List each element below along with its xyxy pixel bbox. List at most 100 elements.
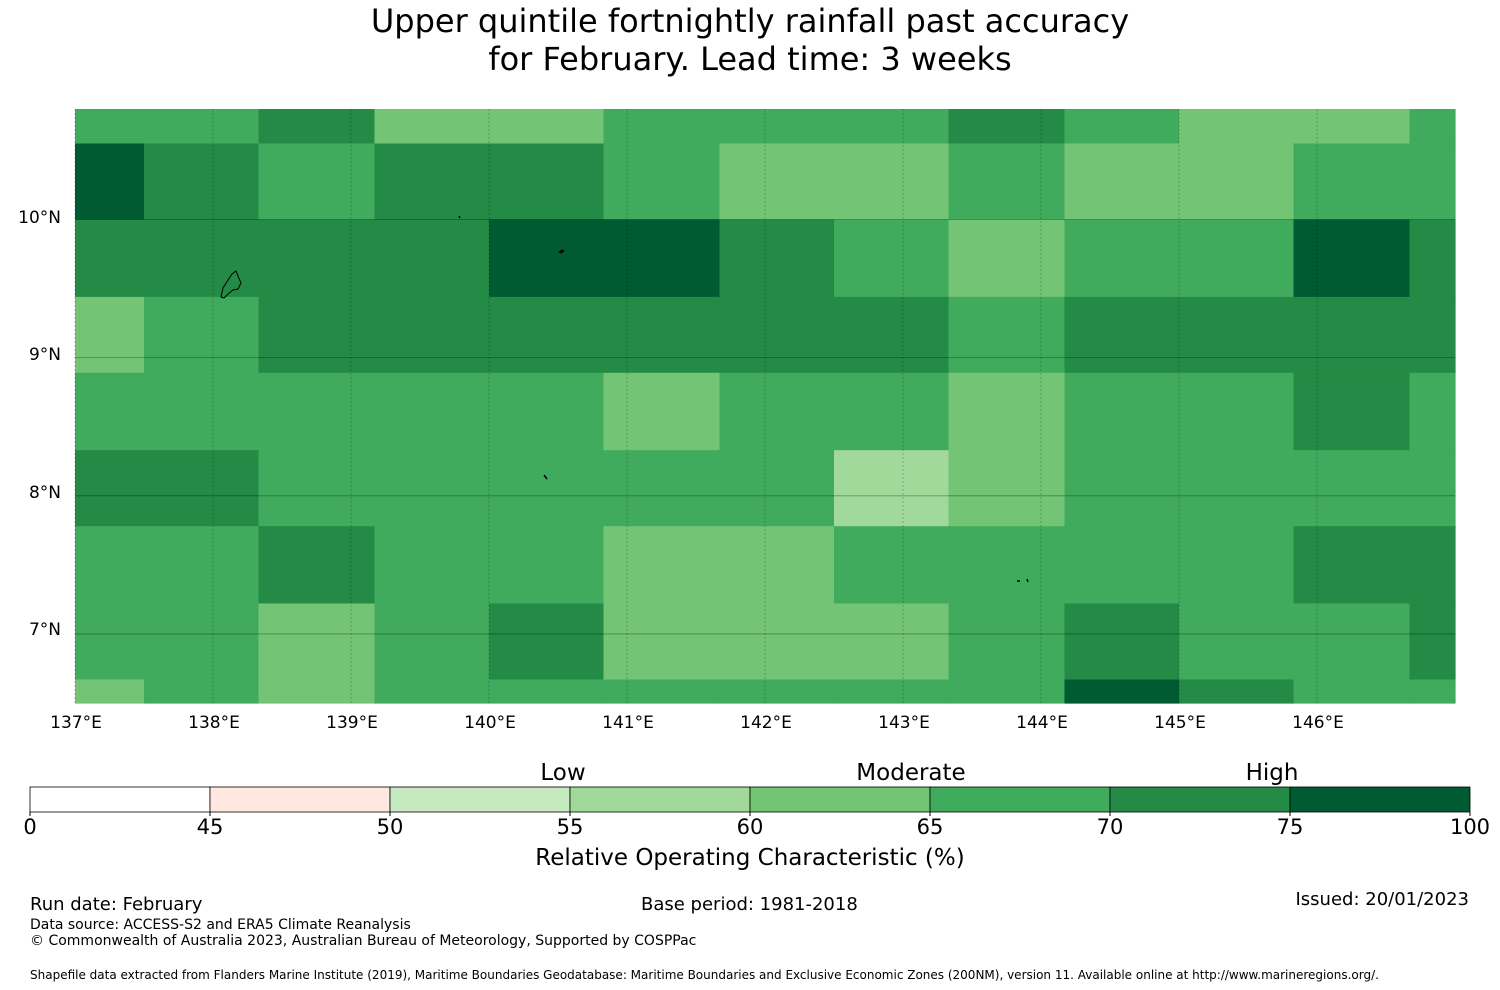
grid-cell [258,219,375,298]
grid-cell [374,526,490,605]
map-title: Upper quintile fortnightly rainfall past… [0,2,1500,78]
grid-cell [834,219,950,298]
cb-tick-50: 50 [376,815,404,839]
grid-cell [719,603,835,681]
base-period: Base period: 1981-2018 [641,894,858,915]
colorbar-swatch [209,786,391,813]
grid-cell [258,526,375,605]
grid-cell [834,143,950,221]
grid-cell [258,603,375,681]
lon-label-139: 139°E [326,713,378,733]
lon-label-146: 146°E [1292,713,1344,733]
grid-cell [834,450,950,527]
grid-cell [1064,603,1180,681]
grid-cell [719,219,835,298]
grid-cell [144,296,260,374]
grid-cell [144,109,260,145]
grid-cell [1179,219,1295,298]
grid-cell [374,219,490,298]
grid-cell [1293,526,1410,605]
grid-cell [1293,143,1410,221]
cb-tick-100: 100 [1449,815,1491,839]
colorbar-swatch [1109,786,1291,813]
grid-cell [1179,526,1295,605]
grid-cell [719,296,835,374]
grid-cell [719,679,835,704]
accuracy-grid [75,109,1456,704]
grid-cell [1409,679,1456,704]
grid-cell [719,526,835,605]
cb-tick-70: 70 [1096,815,1124,839]
lat-label-10: 10°N [18,208,61,228]
lat-label-8: 8°N [28,483,61,503]
grid-cell [489,219,605,298]
lat-label-9: 9°N [28,345,61,365]
lon-label-144: 144°E [1016,713,1068,733]
grid-cell [1409,372,1456,451]
grid-cell [144,219,260,298]
grid-cell [1179,372,1295,451]
lon-label-145: 145°E [1154,713,1206,733]
island-outline [458,215,461,219]
grid-cell [75,143,145,221]
grid-cell [75,109,145,145]
grid-cell [719,109,835,145]
grid-cell [1179,296,1295,374]
grid-cell [1293,219,1410,298]
colorbar [29,786,1471,816]
lon-label-138: 138°E [188,713,240,733]
grid-cell [1064,526,1180,605]
grid-cell [374,372,490,451]
grid-cell [1293,450,1410,527]
colorbar-swatch [1289,786,1471,813]
lon-label-137: 137°E [50,713,102,733]
grid-cell [374,679,490,704]
colorbar-swatch [389,786,571,813]
grid-cell [1179,109,1295,145]
grid-cell [719,143,835,221]
grid-cell [1064,296,1180,374]
grid-cell [258,679,375,704]
grid-cell [719,372,835,451]
grid-cell [258,296,375,374]
grid-cell [948,296,1065,374]
grid-cell [948,526,1065,605]
grid-cell [1293,372,1410,451]
grid-cell [144,372,260,451]
grid-cell [719,450,835,527]
grid-cell [948,603,1065,681]
grid-cell [75,296,145,374]
grid-cell [1064,143,1180,221]
grid-cell [1409,219,1456,298]
grid-cell [374,109,490,145]
category-low: Low [540,760,586,786]
grid-cell [948,219,1065,298]
grid-cell [1293,679,1410,704]
grid-cell [1409,526,1456,605]
grid-cell [258,109,375,145]
grid-cell [1409,450,1456,527]
grid-cell [489,372,605,451]
colorbar-swatch [29,786,211,813]
cb-tick-45: 45 [196,815,224,839]
grid-cell [1293,109,1410,145]
island-outline [1017,578,1029,583]
grid-cell [75,450,145,527]
grid-cell [75,679,145,704]
grid-cell [1064,109,1180,145]
cb-tick-0: 0 [23,815,37,839]
colorbar-swatch [749,786,931,813]
cb-tick-55: 55 [556,815,584,839]
grid-cell [489,109,605,145]
issued-date: Issued: 20/01/2023 [1295,889,1469,910]
grid-cell [374,603,490,681]
colorbar-title: Relative Operating Characteristic (%) [535,845,965,871]
grid-cell [603,296,720,374]
cb-tick-65: 65 [916,815,944,839]
lat-label-7: 7°N [28,620,61,640]
lon-label-140: 140°E [464,713,516,733]
lon-label-143: 143°E [878,713,930,733]
grid-cell [1064,450,1180,527]
grid-cell [374,296,490,374]
